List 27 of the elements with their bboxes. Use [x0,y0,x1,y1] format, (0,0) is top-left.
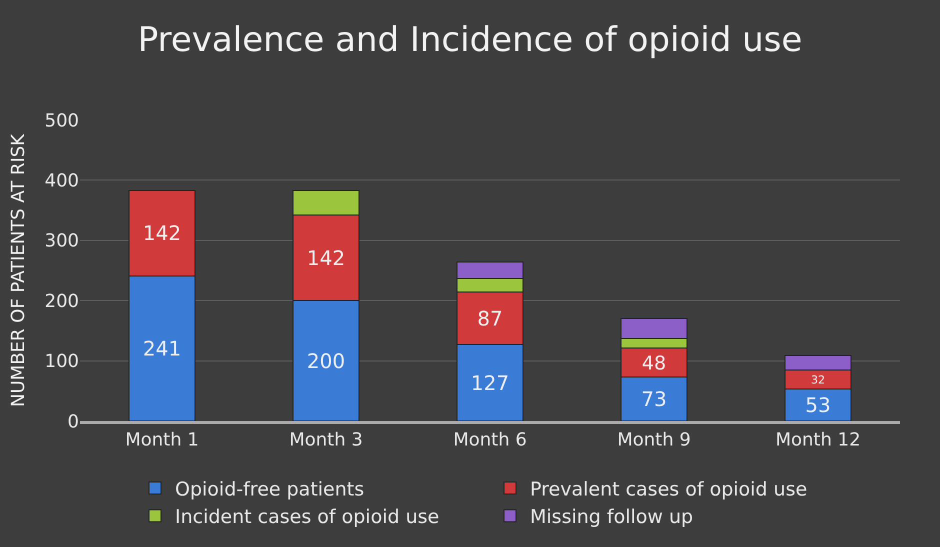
chart-title: Prevalence and Incidence of opioid use [138,20,802,60]
data-label: 73 [641,387,667,412]
x-tick-label: Month 12 [775,430,861,451]
legend-label: Incident cases of opioid use [175,506,440,528]
y-tick-label: 400 [44,170,79,192]
data-label: 127 [470,370,510,395]
data-label: 48 [642,352,666,374]
legend-label: Missing follow up [530,506,694,528]
legend-label: Opioid-free patients [175,478,364,500]
data-label: 142 [306,246,346,270]
data-label: 87 [477,306,503,330]
y-tick-label: 0 [68,411,79,432]
y-tick-label: 200 [44,290,79,312]
data-label: 200 [306,348,346,373]
data-label: 241 [142,336,182,360]
legend-label: Prevalent cases of opioid use [530,478,808,500]
y-tick-label: 300 [44,230,79,252]
data-label: 142 [142,221,182,246]
y-axis-title: NUMBER OF PATIENTS AT RISK [8,132,29,407]
x-tick-label: Month 6 [453,430,527,451]
data-label: 32 [810,373,826,386]
y-tick-label: 500 [44,110,79,132]
x-tick-label: Month 1 [125,430,199,451]
y-tick-label: 100 [44,351,79,372]
x-tick-label: Month 9 [617,430,691,451]
data-label: 53 [805,393,831,418]
x-tick-label: Month 3 [289,430,363,451]
